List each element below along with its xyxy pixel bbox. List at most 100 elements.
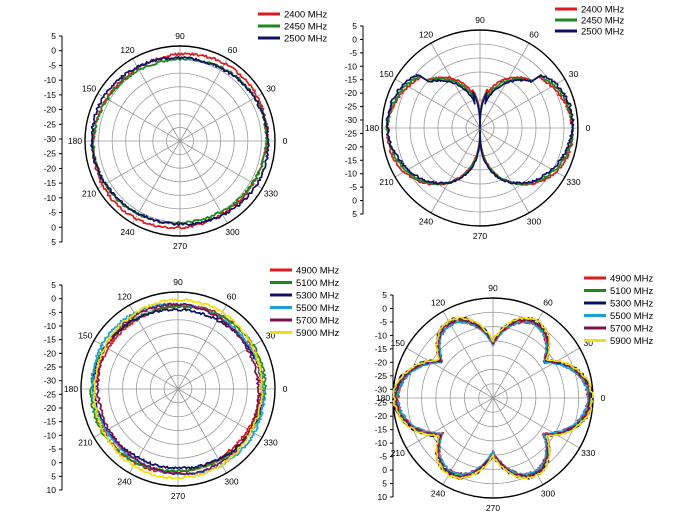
radial-tick-label: 0 — [382, 465, 387, 475]
angle-tick-label: 120 — [120, 45, 134, 55]
polar-chart-3: 906030033030027024021018015012050-5-10-1… — [44, 266, 340, 502]
angle-tick-label: 180 — [376, 393, 390, 403]
angle-tick-label: 60 — [228, 45, 238, 55]
radial-tick-label: 0 — [51, 458, 56, 468]
series-line-2500-mhz — [385, 74, 575, 185]
grid-spoke — [179, 93, 263, 142]
radial-axis: 5 0 -5 -10 -15 -20 -25 -30 -25 -20 -15 -10 -5 0 5 — [44, 31, 63, 247]
angle-tick-label: 240 — [419, 217, 433, 227]
angle-tick-label: 270 — [473, 231, 487, 241]
angle-tick-label: 0 — [586, 123, 591, 133]
radial-tick-label: 0 — [51, 294, 56, 304]
radial-tick-label: -5 — [48, 60, 56, 70]
angle-tick-label: 90 — [475, 15, 485, 25]
radial-axis: 5 0 -5 -10 -15 -20 -25 -30 -25 -20 -15 -10 -5 0 5 10 — [375, 290, 394, 502]
radial-tick-label: -15 — [345, 75, 358, 85]
angle-tick-label: 120 — [419, 29, 433, 39]
angle-tick-label: 60 — [529, 29, 539, 39]
polar-grid — [84, 45, 276, 237]
radial-tick-label: -30 — [44, 134, 57, 144]
legend-label: 5100 MHz — [296, 278, 340, 289]
radial-tick-label: -5 — [379, 452, 387, 462]
radial-tick-label: -20 — [375, 411, 388, 421]
legend-label: 5300 MHz — [610, 299, 654, 310]
angle-tick-label: 210 — [379, 177, 393, 187]
series-line-5700-mhz — [393, 318, 592, 478]
radial-tick-label: -25 — [44, 362, 57, 372]
radial-tick-label: -10 — [345, 169, 358, 179]
grid-spoke — [430, 42, 481, 129]
radial-tick-label: -5 — [349, 182, 357, 192]
legend-label: 5900 MHz — [610, 336, 654, 347]
angle-tick-label: 330 — [566, 177, 580, 187]
legend-label: 2450 MHz — [581, 16, 625, 27]
angle-tick-label: 120 — [431, 298, 445, 308]
radial-tick-label: -25 — [44, 149, 57, 159]
angle-tick-label: 30 — [266, 331, 276, 341]
angle-tick-label: 300 — [541, 488, 555, 498]
legend-label: 5100 MHz — [610, 286, 654, 297]
radial-tick-label: -5 — [349, 48, 357, 58]
legend-label: 5700 MHz — [296, 316, 340, 327]
angle-tick-label: 180 — [64, 384, 78, 394]
radial-axis: 5 0 -5 -10 -15 -20 -25 -30 -25 -20 -15 -10 -5 0 5 — [345, 21, 364, 219]
grid-spoke — [479, 42, 530, 129]
angle-tick-label: 330 — [581, 448, 595, 458]
grid-spoke — [179, 58, 228, 142]
radial-tick-label: 10 — [378, 492, 388, 502]
polar-outer-ring — [84, 45, 276, 237]
radial-tick-label: 10 — [47, 485, 57, 495]
grid-spoke — [492, 397, 580, 449]
grid-spoke — [132, 58, 181, 142]
legend-label: 5300 MHz — [296, 291, 340, 302]
radial-tick-label: -20 — [44, 348, 57, 358]
grid-spoke — [430, 127, 481, 214]
radial-tick-label: 5 — [51, 31, 56, 41]
angle-tick-label: 180 — [68, 136, 82, 146]
grid-spoke — [179, 140, 228, 224]
radial-tick-label: -20 — [345, 88, 358, 98]
radial-tick-label: 5 — [352, 209, 357, 219]
angle-tick-label: 120 — [117, 291, 131, 301]
radial-tick-label: -30 — [44, 376, 57, 386]
radial-tick-label: 0 — [382, 303, 387, 313]
radial-tick-label: -10 — [44, 321, 57, 331]
radial-tick-label: -20 — [345, 142, 358, 152]
angle-tick-label: 180 — [365, 123, 379, 133]
radial-tick-label: 0 — [51, 46, 56, 56]
angle-tick-label: 210 — [78, 438, 92, 448]
grid-spoke — [442, 311, 494, 399]
radial-tick-label: -15 — [44, 90, 57, 100]
polar-outer-ring — [80, 291, 276, 487]
series-line-5900-mhz — [92, 298, 264, 480]
angle-tick-label: 150 — [379, 69, 393, 79]
angle-tick-label: 90 — [488, 283, 498, 293]
grid-spoke — [97, 93, 181, 142]
grid-spoke — [406, 397, 494, 449]
radial-axis: 5 0 -5 -10 -15 -20 -25 -30 -25 -20 -15 -10 -5 0 5 10 — [44, 280, 63, 495]
angle-tick-label: 240 — [117, 477, 131, 487]
grid-spoke — [132, 140, 181, 224]
legend-label: 2400 MHz — [284, 10, 328, 21]
angle-tick-label: 330 — [264, 189, 278, 199]
radial-tick-label: -5 — [48, 444, 56, 454]
angle-tick-label: 210 — [82, 189, 96, 199]
radial-tick-label: -10 — [375, 330, 388, 340]
radial-tick-label: 5 — [382, 479, 387, 489]
radial-tick-label: 5 — [382, 290, 387, 300]
radial-tick-label: 0 — [352, 34, 357, 44]
polar-outer-ring — [381, 29, 579, 227]
polar-chart-1: 906030033030027024021018015012050-5-10-1… — [44, 10, 328, 252]
radial-tick-label: -25 — [44, 389, 57, 399]
legend-label: 2450 MHz — [284, 22, 328, 33]
series-line-5500-mhz — [90, 302, 266, 476]
radial-tick-label: -15 — [44, 417, 57, 427]
radial-tick-label: -20 — [44, 403, 57, 413]
angle-tick-label: 30 — [584, 338, 594, 348]
radial-tick-label: -10 — [44, 75, 57, 85]
angle-tick-label: 270 — [171, 491, 185, 501]
polar-chart-4: 906030033030027024021018015012050-5-10-1… — [375, 274, 654, 514]
grid-spoke — [394, 78, 481, 129]
